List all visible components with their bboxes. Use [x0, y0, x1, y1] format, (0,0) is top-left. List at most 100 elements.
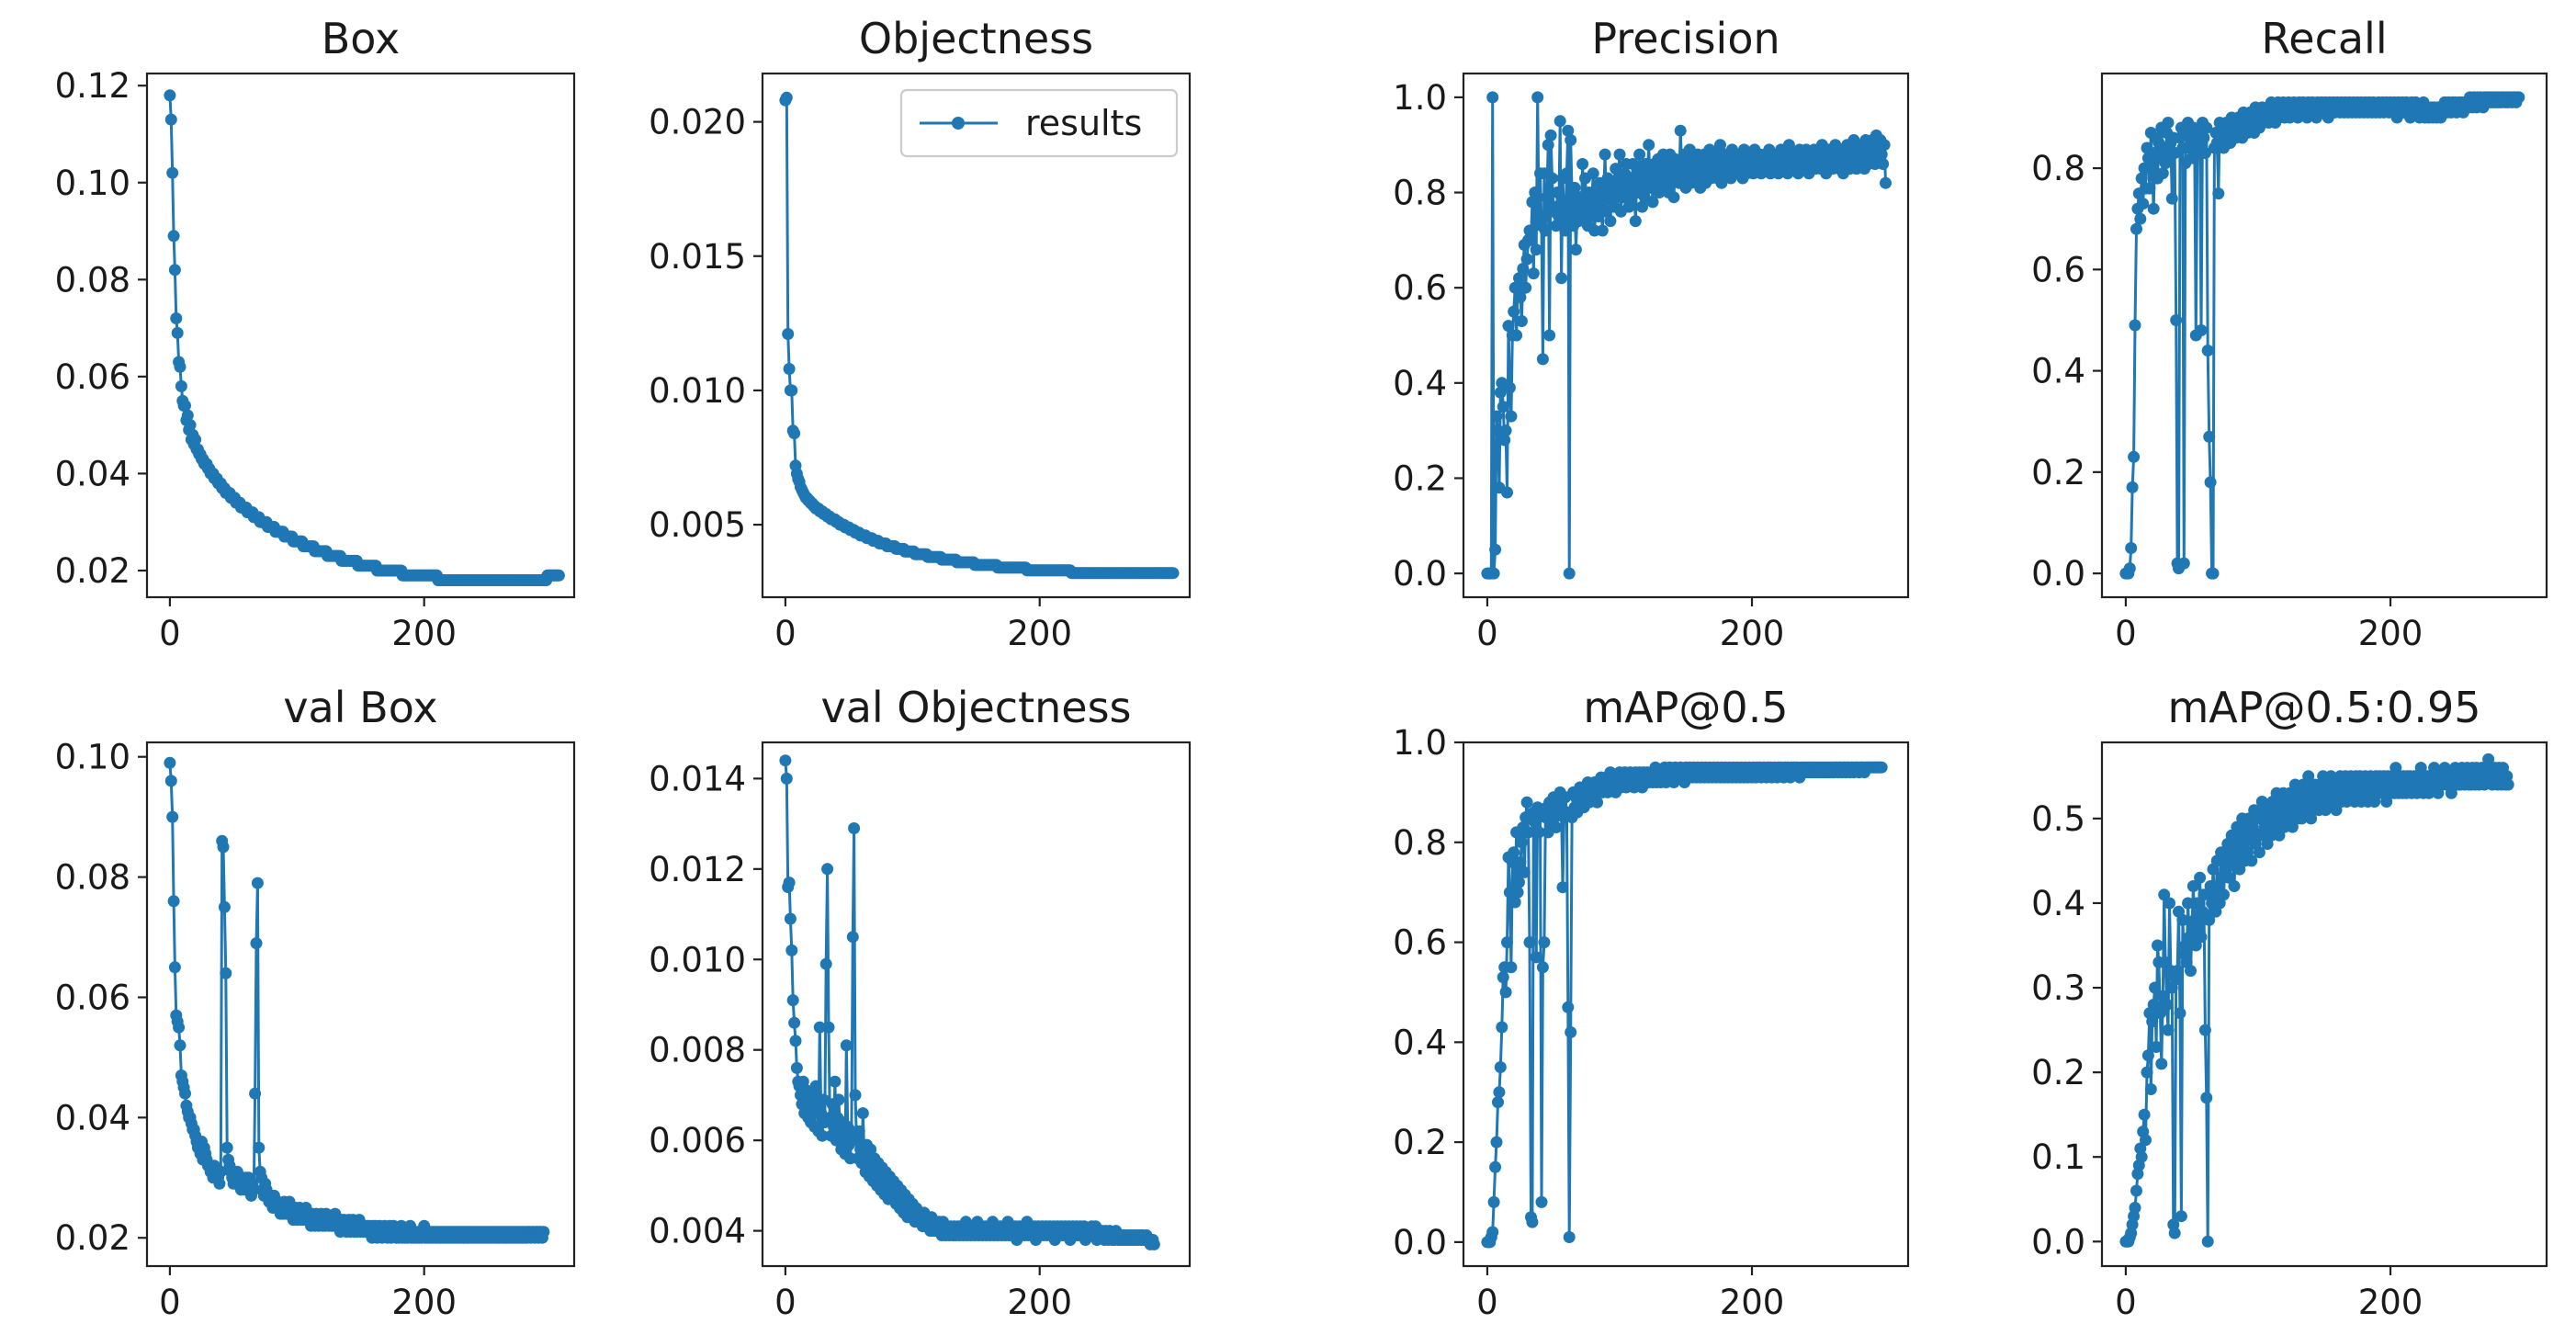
data-point — [2182, 897, 2195, 910]
data-point — [1646, 196, 1659, 209]
legend-box — [899, 88, 1179, 158]
data-point — [788, 427, 801, 440]
data-point — [784, 912, 797, 925]
data-point — [2195, 324, 2208, 336]
panel-title-recall: Recall — [2261, 14, 2387, 63]
data-point — [1532, 210, 1545, 222]
data-point — [2126, 481, 2139, 493]
data-point — [2207, 567, 2220, 580]
data-point — [822, 1021, 835, 1034]
data-point — [171, 326, 184, 339]
ytick-label: 0.010 — [649, 940, 746, 979]
data-point — [1576, 158, 1589, 170]
data-point — [2201, 1235, 2214, 1248]
data-point — [1554, 115, 1566, 128]
data-point — [1544, 129, 1557, 141]
data-point — [2141, 1066, 2153, 1079]
data-point — [1487, 567, 1500, 580]
data-point — [2130, 222, 2142, 235]
panel-box: Box 0.02 0.04 0.06 0.08 0.10 0.12 0 200 — [55, 14, 576, 653]
data-point — [1587, 167, 1599, 180]
data-point — [790, 1061, 803, 1074]
data-point — [1490, 410, 1503, 423]
data-point — [1599, 148, 1611, 161]
series-results-recall — [2119, 91, 2525, 580]
xtick-label: 0 — [1476, 1283, 1498, 1322]
data-point — [2198, 131, 2210, 144]
data-point — [1565, 1026, 1577, 1038]
ytick-label: 0.3 — [2031, 968, 2085, 1008]
data-point — [813, 1021, 826, 1034]
data-point — [179, 400, 191, 412]
data-point — [1522, 826, 1535, 839]
data-point — [1667, 191, 1680, 204]
data-point — [2128, 450, 2141, 463]
panel-precision: Precision 0.0 0.2 0.4 0.6 0.8 1.0 0 200 — [1393, 14, 1910, 653]
data-point — [1569, 243, 1582, 256]
ytick-label: 0.06 — [55, 357, 130, 397]
data-point — [1526, 196, 1539, 209]
data-point — [780, 91, 793, 104]
xtick-label: 0 — [774, 614, 797, 653]
data-point — [1513, 272, 1525, 285]
panel-title-objectness: Objectness — [859, 14, 1093, 63]
ytick-label: 0.008 — [649, 1031, 746, 1070]
ytick-label: 0.4 — [1393, 364, 1447, 403]
data-point — [168, 264, 181, 277]
data-point — [2513, 91, 2525, 104]
ytick-label: 0.006 — [649, 1121, 746, 1160]
plot-area-val-box — [145, 741, 576, 1268]
data-point — [2162, 1024, 2175, 1036]
data-point — [1511, 886, 1524, 899]
xtick-label: 0 — [774, 1283, 797, 1322]
data-point — [1503, 381, 1516, 394]
data-point — [1714, 139, 1726, 152]
data-point — [1523, 224, 1536, 237]
panel-title-val-box: val Box — [283, 683, 437, 732]
data-point — [850, 1134, 863, 1147]
data-point — [1515, 315, 1528, 327]
ytick-label: 0.6 — [1393, 923, 1447, 963]
data-point — [786, 994, 799, 1007]
data-point — [173, 1021, 186, 1034]
data-point — [220, 967, 232, 979]
ytick-label: 0.8 — [1393, 174, 1447, 213]
series-results-objectness — [779, 91, 1180, 580]
data-point — [1613, 148, 1626, 161]
data-point — [1633, 148, 1646, 161]
data-point — [1568, 181, 1581, 194]
xtick-label: 0 — [159, 1283, 181, 1322]
ytick-label: 0.010 — [649, 371, 746, 411]
ytick-label: 0.005 — [649, 505, 746, 545]
data-point — [840, 1039, 853, 1052]
ytick-label: 0.0 — [1393, 554, 1447, 594]
data-point — [864, 1143, 877, 1156]
data-point — [785, 384, 798, 397]
data-point — [2253, 846, 2265, 859]
panel-map-0-5-0-95: mAP@0.5:0.95 0.0 0.1 0.2 0.3 0.4 0.5 0 200 — [2031, 683, 2548, 1322]
data-point — [1629, 215, 1642, 228]
data-point — [849, 1089, 862, 1102]
data-point — [174, 360, 186, 373]
data-point — [1520, 253, 1533, 266]
data-point — [2197, 905, 2209, 918]
data-point — [1492, 1096, 1504, 1109]
data-point — [2147, 202, 2160, 215]
data-point — [1486, 1226, 1499, 1239]
data-point — [166, 810, 179, 823]
data-point — [2149, 981, 2162, 994]
data-point — [218, 900, 231, 913]
data-point — [829, 1075, 842, 1088]
data-point — [2198, 1024, 2211, 1036]
xtick-label: 200 — [1007, 614, 1072, 653]
data-point — [1513, 876, 1525, 888]
data-point — [1518, 865, 1531, 878]
data-point — [2129, 1202, 2141, 1214]
data-point — [1501, 936, 1513, 949]
data-point — [2150, 1041, 2163, 1053]
data-point — [1486, 91, 1499, 104]
data-point — [2228, 880, 2241, 892]
data-point — [2123, 562, 2136, 575]
data-point — [2155, 1058, 2168, 1070]
panel-val-box: val Box 0.02 0.04 0.06 0.08 0.10 0 200 — [55, 683, 576, 1322]
